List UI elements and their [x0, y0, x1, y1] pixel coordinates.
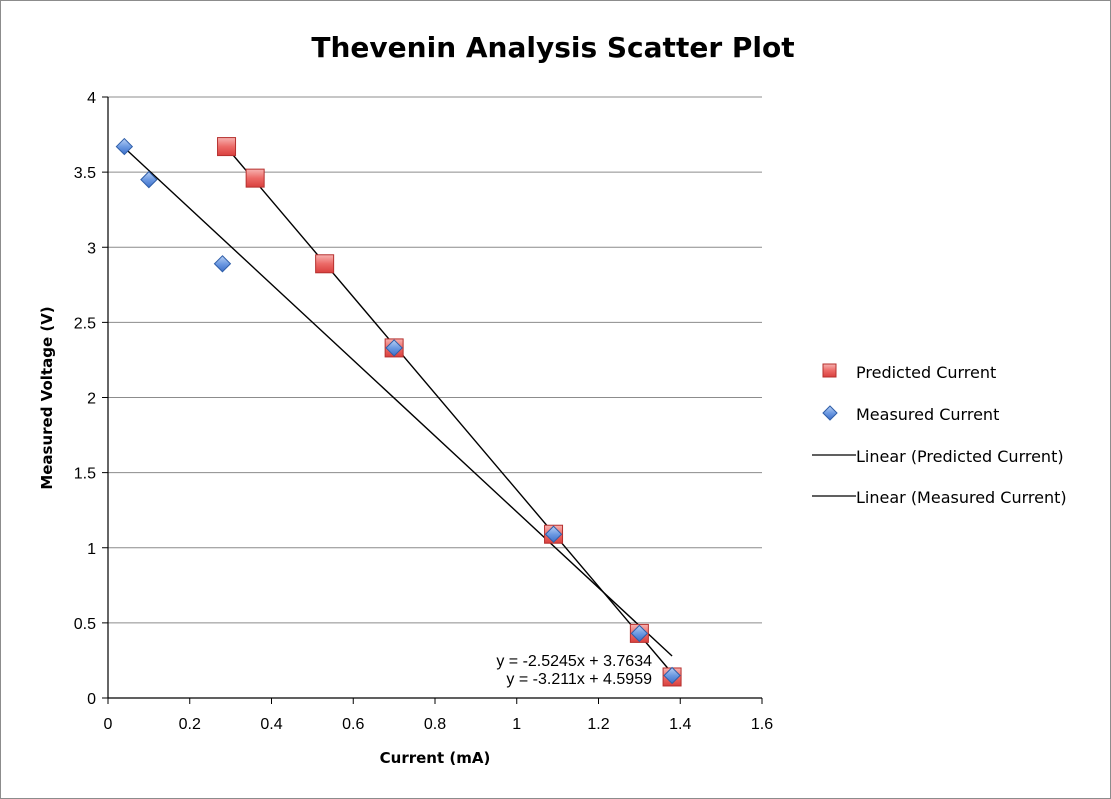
predicted-point	[245, 168, 265, 188]
x-tick-label: 1.4	[669, 716, 691, 733]
y-tick-label: 3.5	[74, 165, 96, 182]
gridlines	[108, 96, 762, 624]
predicted-point	[315, 254, 335, 274]
y-axis-title: Measured Voltage (V)	[38, 306, 56, 489]
y-tick-label: 4	[87, 90, 96, 107]
legend: Predicted Current Measured Current Linea…	[812, 363, 1067, 507]
x-tick-label: 1	[512, 716, 521, 733]
legend-item-measured: Measured Current	[822, 405, 999, 424]
x-tick-label: 0.4	[260, 716, 282, 733]
y-tick-labels: 0 0.5 1 1.5 2 2.5 3 3.5 4	[74, 90, 96, 708]
trendline-measured	[123, 147, 673, 657]
legend-item-linear-measured: Linear (Measured Current)	[812, 488, 1067, 507]
legend-label-predicted: Predicted Current	[856, 363, 996, 382]
y-tick-label: 1.5	[74, 466, 96, 483]
trendline-equation-measured: y = -2.5245x + 3.7634	[496, 653, 652, 670]
x-tick-label: 0.8	[424, 716, 446, 733]
x-tick-label: 0	[104, 716, 113, 733]
axes	[102, 96, 763, 704]
trendlines	[123, 146, 673, 674]
legend-marker-diamond	[822, 405, 838, 421]
measured-point	[385, 339, 403, 357]
data-points	[115, 137, 682, 687]
y-tick-label: 1	[87, 541, 96, 558]
measured-point	[663, 666, 681, 685]
predicted-point	[217, 137, 237, 157]
y-tick-label: 2	[87, 391, 96, 408]
x-tick-labels: 0 0.2 0.4 0.6 0.8 1 1.2 1.4 1.6	[104, 716, 774, 733]
y-tick-label: 3	[87, 240, 96, 257]
measured-point	[213, 255, 232, 273]
x-tick-label: 1.2	[587, 716, 609, 733]
legend-label-linear-measured: Linear (Measured Current)	[856, 488, 1067, 507]
x-tick-label: 0.2	[179, 716, 201, 733]
measured-point	[115, 137, 134, 156]
y-tick-label: 0.5	[74, 616, 96, 633]
measured-point	[630, 624, 649, 643]
x-tick-label: 1.6	[751, 716, 773, 733]
legend-label-measured: Measured Current	[856, 405, 999, 424]
legend-label-linear-predicted: Linear (Predicted Current)	[856, 447, 1064, 466]
measured-point	[140, 170, 158, 189]
trendline-equation-predicted: y = -3.211x + 4.5959	[506, 671, 652, 688]
legend-marker-square	[822, 363, 837, 378]
y-tick-label: 0	[87, 691, 96, 708]
chart-title: Thevenin Analysis Scatter Plot	[311, 31, 794, 64]
legend-item-predicted: Predicted Current	[822, 363, 996, 382]
measured-point	[544, 525, 563, 543]
x-axis-title: Current (mA)	[380, 749, 491, 767]
x-tick-label: 0.6	[342, 716, 364, 733]
trendline-predicted	[226, 146, 673, 674]
y-tick-label: 2.5	[74, 315, 96, 332]
legend-item-linear-predicted: Linear (Predicted Current)	[812, 447, 1064, 466]
